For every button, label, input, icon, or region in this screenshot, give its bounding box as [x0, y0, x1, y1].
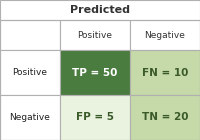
- Bar: [130, 20, 200, 50]
- Text: Positive: Positive: [12, 68, 48, 77]
- Bar: [60, 20, 130, 50]
- Bar: [0, 20, 60, 50]
- Bar: [0, 95, 60, 140]
- Bar: [130, 50, 200, 95]
- Text: Negative: Negative: [10, 113, 50, 122]
- Text: TP = 50: TP = 50: [72, 67, 118, 78]
- Bar: [60, 50, 130, 95]
- Text: FP = 5: FP = 5: [76, 113, 114, 122]
- Bar: [0, 0, 200, 20]
- Bar: [0, 50, 60, 95]
- Text: Predicted: Predicted: [70, 5, 130, 15]
- Text: TN = 20: TN = 20: [142, 113, 188, 122]
- Bar: [60, 95, 130, 140]
- Bar: [130, 95, 200, 140]
- Text: Negative: Negative: [145, 31, 185, 39]
- Text: Positive: Positive: [78, 31, 112, 39]
- Text: FN = 10: FN = 10: [142, 67, 188, 78]
